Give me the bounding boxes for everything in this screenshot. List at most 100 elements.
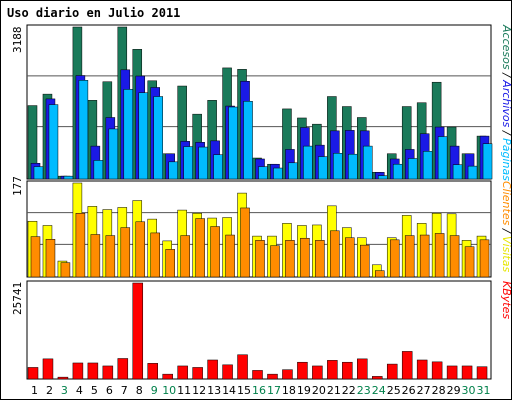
top-bar-archivos <box>422 151 433 180</box>
bottom-bar-kbytes <box>312 365 323 380</box>
day-label: 14 <box>222 384 236 397</box>
legend-entry: Accesos <box>500 24 511 70</box>
middle-bar-visitas <box>315 240 325 278</box>
middle-bar-visitas <box>375 270 385 278</box>
middle-bar-visitas <box>285 240 295 278</box>
top-bar-archivos <box>482 143 493 180</box>
day-label: 3 <box>61 384 68 397</box>
middle-bar-visitas <box>270 245 280 278</box>
day-label: 31 <box>477 384 491 397</box>
top-bar-archivos <box>363 145 373 180</box>
top-bar-archivos <box>452 164 463 180</box>
top-bar-archivos <box>228 106 238 180</box>
bottom-bar-kbytes <box>102 365 114 380</box>
top-bar-archivos <box>108 128 119 180</box>
middle-bar-visitas <box>389 239 400 278</box>
top-bar-archivos <box>392 163 403 180</box>
middle-bar-visitas <box>180 235 190 278</box>
legend-entry: / <box>500 127 511 138</box>
middle-bar-visitas <box>479 239 490 278</box>
day-label: 7 <box>121 384 128 397</box>
top-bar-archivos <box>153 96 163 180</box>
legend-top: Accesos / Archivos / Páginas <box>500 24 511 181</box>
top-bar-archivos <box>467 165 478 180</box>
middle-bar-visitas <box>120 227 131 278</box>
bottom-bar-kbytes <box>461 365 473 380</box>
middle-bar-visitas <box>60 262 71 278</box>
top-bar-archivos <box>318 156 328 180</box>
day-label: 26 <box>402 384 416 397</box>
middle-bar-visitas <box>255 240 265 278</box>
top-bar-archivos <box>407 158 418 180</box>
top-bar-archivos <box>288 162 298 180</box>
middle-bar-visitas <box>464 246 475 278</box>
top-bar-archivos <box>258 166 268 180</box>
top-bar-archivos <box>63 175 74 180</box>
legend-entry: / <box>500 225 511 236</box>
middle-bar-visitas <box>240 207 250 278</box>
day-label: 5 <box>91 384 98 397</box>
legend-entry: Clientes <box>500 181 511 226</box>
middle-bar-visitas <box>225 234 235 278</box>
middle-bar-visitas <box>360 244 370 278</box>
middle-bar-visitas <box>135 221 146 278</box>
middle-bar-visitas <box>419 234 430 278</box>
top-bar-archivos <box>243 101 253 180</box>
top-bar-archivos <box>333 153 343 180</box>
legend-entry: / <box>500 70 511 81</box>
bottom-bar-kbytes <box>207 359 218 380</box>
middle-y-tick: 177 <box>11 176 24 196</box>
day-label: 23 <box>357 384 371 397</box>
day-label: 8 <box>136 384 143 397</box>
bottom-bar-kbytes <box>297 361 308 380</box>
middle-bar-visitas <box>195 218 205 278</box>
top-bar-archivos <box>303 145 313 180</box>
middle-bar-visitas <box>45 239 56 278</box>
day-label: 16 <box>252 384 266 397</box>
bottom-bar-kbytes <box>476 366 488 380</box>
legend-entry: Páginas <box>500 138 511 181</box>
top-bar-archivos <box>213 154 223 180</box>
top-bar-archivos <box>198 146 208 180</box>
day-label: 24 <box>372 384 386 397</box>
middle-bar-visitas <box>105 235 116 278</box>
top-bar-archivos <box>437 136 448 180</box>
middle-bar-visitas <box>345 237 355 278</box>
bottom-bar-kbytes <box>252 370 263 380</box>
bottom-bar-kbytes <box>446 365 458 380</box>
bottom-bar-kbytes <box>27 367 39 380</box>
bottom-bar-kbytes <box>117 358 129 380</box>
day-label: 6 <box>106 384 113 397</box>
legend-entry: Archivos <box>500 79 511 127</box>
middle-bar-visitas <box>330 230 340 278</box>
bottom-bar-kbytes <box>192 367 203 380</box>
legend-middle: Clientes / Visitas <box>500 181 511 272</box>
top-bar-archivos <box>33 166 44 180</box>
day-label: 4 <box>76 384 83 397</box>
middle-bar-visitas <box>150 232 160 278</box>
day-label: 2 <box>46 384 53 397</box>
bottom-bar-kbytes <box>357 358 368 380</box>
chart-title: Uso diario en Julio 2011 <box>7 6 180 20</box>
legend-entry: KBytes <box>500 281 511 319</box>
day-label: 25 <box>387 384 401 397</box>
bottom-bar-kbytes <box>177 365 188 380</box>
top-bar-archivos <box>78 80 89 180</box>
bottom-bar-kbytes <box>87 362 99 380</box>
top-bar-archivos <box>168 161 178 180</box>
day-label: 28 <box>432 384 446 397</box>
top-bar-archivos <box>183 146 193 180</box>
bottom-bar-kbytes <box>147 363 158 380</box>
middle-bar-visitas <box>165 249 175 278</box>
bottom-bar-kbytes <box>282 369 293 380</box>
day-label: 10 <box>162 384 176 397</box>
bottom-bar-kbytes <box>372 376 383 380</box>
top-bar-archivos <box>273 167 283 180</box>
day-label: 15 <box>237 384 251 397</box>
day-label: 13 <box>207 384 221 397</box>
bottom-bar-kbytes <box>132 282 144 380</box>
bottom-bar-kbytes <box>267 373 278 380</box>
top-bar-archivos <box>348 153 358 180</box>
